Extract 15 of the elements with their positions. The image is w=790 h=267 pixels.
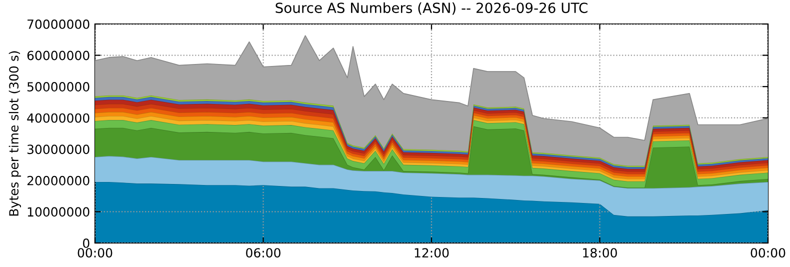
y-tick-label: 20000000 (27, 176, 90, 186)
y-tick-label: 0 (83, 238, 90, 248)
y-axis-title: Bytes per time slot (300 s) (8, 51, 21, 216)
x-tick-label: 00:00 (750, 248, 786, 258)
y-tick-label: 50000000 (27, 82, 90, 92)
x-tick-label: 00:00 (78, 248, 112, 258)
y-tick-label: 10000000 (28, 207, 90, 217)
y-tick-label: 60000000 (27, 50, 90, 60)
y-tick-label: 70000000 (28, 19, 90, 29)
x-tick-label: 06:00 (246, 248, 280, 258)
x-tick-label: 18:00 (583, 248, 617, 258)
y-tick-label: 40000000 (27, 113, 90, 123)
x-tick-label: 12:00 (414, 248, 449, 258)
chart-title: Source AS Numbers (ASN) -- 2026-09-26 UTC (276, 2, 588, 15)
y-tick-label: 30000000 (27, 144, 90, 154)
